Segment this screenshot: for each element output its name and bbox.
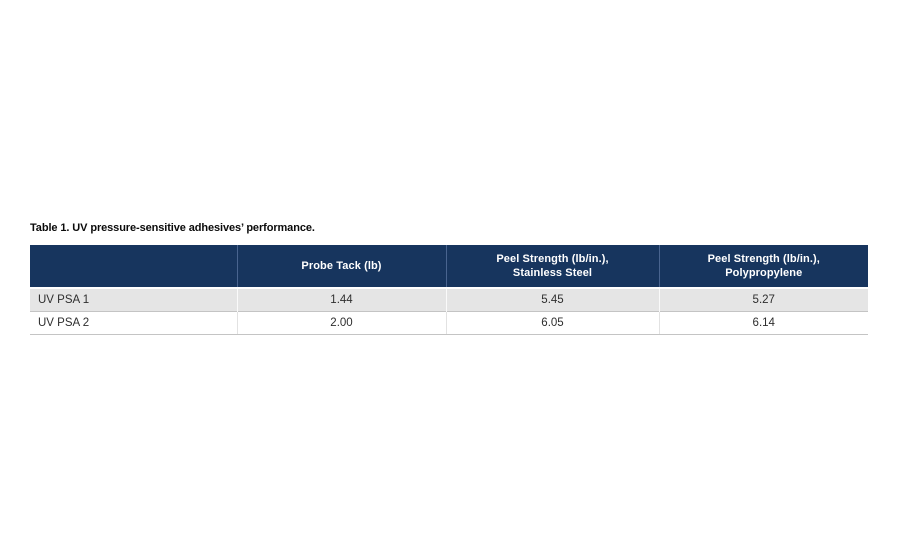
cell-peel-stainless: 6.05 (445, 310, 659, 335)
table-row: UV PSA 1 1.44 5.45 5.27 (30, 287, 868, 311)
cell-peel-polypropylene: 6.14 (658, 310, 868, 335)
header-row: Probe Tack (lb) Peel Strength (lb/in.), … (30, 245, 868, 288)
column-header-peel-stainless: Peel Strength (lb/in.), Stainless Steel (445, 245, 659, 288)
cell-peel-stainless: 5.45 (445, 287, 659, 311)
table-row: UV PSA 2 2.00 6.05 6.14 (30, 310, 868, 335)
table-body: UV PSA 1 1.44 5.45 5.27 UV PSA 2 2.00 6.… (30, 287, 868, 335)
column-header-peel-polypropylene: Peel Strength (lb/in.), Polypropylene (658, 245, 868, 288)
row-label: UV PSA 2 (30, 310, 237, 335)
cell-probe-tack: 1.44 (236, 287, 446, 311)
row-label: UV PSA 1 (30, 287, 237, 311)
table-header: Probe Tack (lb) Peel Strength (lb/in.), … (30, 245, 868, 288)
table-caption: Table 1. UV pressure-sensitive adhesives… (30, 222, 315, 234)
cell-probe-tack: 2.00 (236, 310, 446, 335)
cell-peel-polypropylene: 5.27 (658, 287, 868, 311)
performance-table: Probe Tack (lb) Peel Strength (lb/in.), … (30, 245, 868, 335)
column-header-blank (30, 245, 237, 288)
column-header-probe-tack: Probe Tack (lb) (236, 245, 446, 288)
table-figure: Table 1. UV pressure-sensitive adhesives… (30, 222, 868, 335)
